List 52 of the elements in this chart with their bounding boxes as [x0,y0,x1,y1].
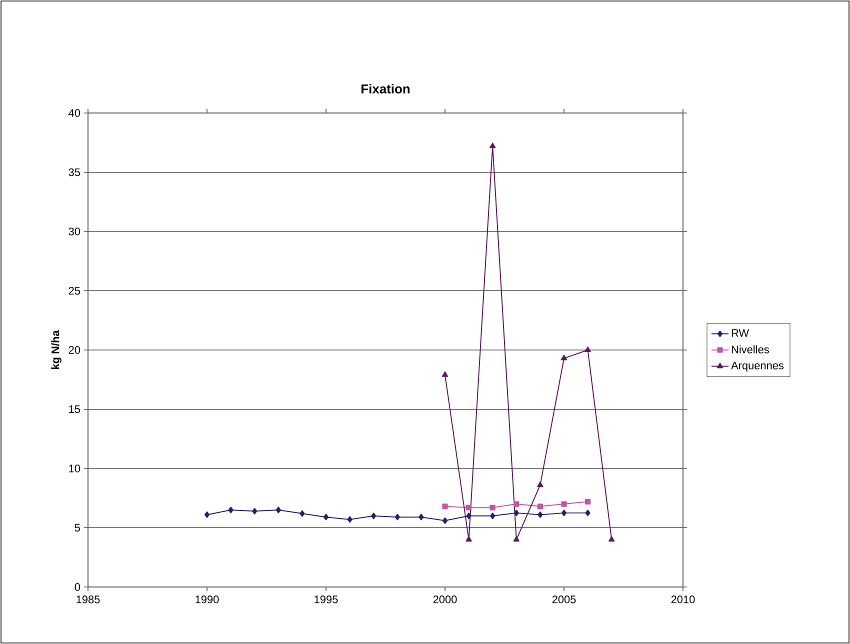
point [442,517,448,524]
x-tick-label: 2005 [552,596,576,604]
point [514,501,520,507]
point [228,506,234,514]
point [608,536,615,542]
point [537,482,544,488]
point [585,510,590,516]
point [513,536,520,542]
x-tick-label: 2000 [433,596,457,604]
point [466,504,472,510]
point [204,511,210,518]
y-tick-label: 0 [74,583,80,591]
point [347,516,352,523]
point [537,504,543,510]
x-tick-label: 1990 [196,596,219,604]
point [394,514,400,520]
y-tick-label: 35 [68,168,80,176]
point [490,512,496,520]
y-tick-label: 20 [68,346,80,354]
point [561,501,567,507]
y-tick-label: 30 [68,228,80,236]
y-tick-label: 5 [74,524,80,532]
chart-title: Fixation [362,84,410,94]
x-tick-label: 1995 [314,596,338,604]
point [538,511,543,518]
legend-label: RW [732,329,750,337]
y-tick-label: 25 [68,286,80,295]
y-tick-label: 40 [68,109,80,117]
y-tick-label: 15 [69,405,80,414]
point [300,510,305,517]
point [490,142,496,148]
point [514,510,519,516]
y-axis-title: kg N/ha [51,330,62,370]
point [490,504,496,510]
point [561,510,567,516]
legend-label: Arquennes [731,362,784,372]
legend-label: Nivelles [732,345,769,354]
point [466,536,472,542]
point [585,498,591,504]
point [584,346,591,352]
point [560,354,568,360]
point [323,514,329,520]
point [276,506,281,514]
point [252,508,258,514]
point [418,514,424,520]
x-tick-label: 1985 [76,596,100,604]
point [371,512,376,520]
x-tick-label: 2010 [671,596,695,604]
point [466,512,472,520]
point [442,504,448,510]
y-tick-label: 10 [69,464,80,472]
point [442,371,448,377]
